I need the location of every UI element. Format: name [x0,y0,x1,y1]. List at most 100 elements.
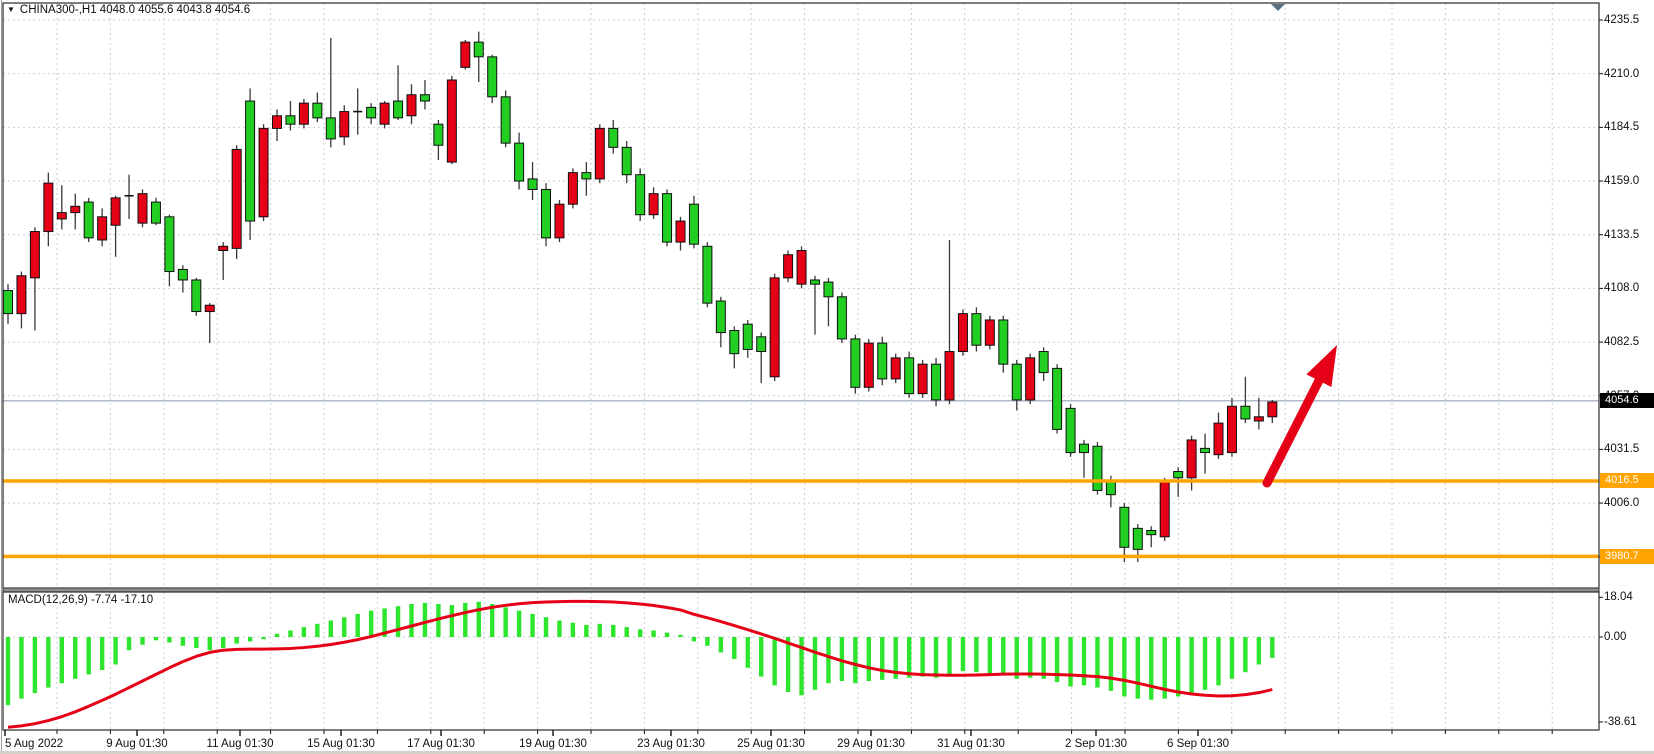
macd-bar [5,637,11,706]
bull-candle [218,245,229,251]
bull-candle [1267,401,1278,418]
macd-bar [826,637,831,684]
symbol-marker-icon: ▼ [7,5,15,14]
support-level-badge-1: 4016.5 [1600,473,1654,489]
bull-candle [446,79,457,163]
macd-bar [1202,637,1208,690]
trend-arrow-head[interactable] [1306,345,1337,388]
bull-candle [16,275,27,315]
time-axis-label: 15 Aug 01:30 [307,738,375,750]
bull-candle [1159,481,1170,538]
bull-candle [1213,422,1224,456]
bull-candle [43,182,54,233]
chart-shift-marker-icon[interactable] [1271,4,1285,11]
macd-bar [718,637,724,653]
macd-bar [866,637,871,681]
bull-candle [554,203,565,239]
bull-candle [70,205,81,214]
bear-candle [514,142,525,182]
price-axis-label: 4210.0 [1604,67,1640,80]
bear-candle [419,94,430,102]
price-axis-label: 4031.5 [1604,443,1640,456]
macd-bar [1122,637,1127,697]
macd-bar [960,637,966,672]
bear-candle [312,102,323,119]
bull-candle [29,231,40,279]
macd-signal-line [7,599,1273,729]
macd-bar [382,608,387,637]
macd-bar [839,637,845,681]
macd-bar [476,601,481,637]
macd-bar [1135,637,1140,699]
bull-candle [1226,405,1237,454]
macd-bar [597,623,602,637]
bear-candle [810,279,820,285]
bear-candle [3,289,13,315]
macd-bar [1041,637,1046,679]
macd-axis-label: -38.61 [1604,715,1637,728]
bear-candle [702,245,713,304]
bear-candle [823,281,834,298]
bear-candle [931,363,942,401]
price-axis-label: 4133.5 [1604,228,1640,241]
bear-candle [325,117,336,140]
macd-bar [1189,637,1194,694]
bull-candle [298,102,309,125]
macd-histogram [5,601,1275,706]
bull-candle [339,111,350,138]
bear-candle [1119,506,1130,548]
time-axis-label: 11 Aug 01:30 [206,738,274,750]
macd-bar [1270,637,1275,658]
macd-bar [1081,637,1087,686]
price-axis-label: 4108.0 [1604,282,1640,295]
macd-bar [1054,637,1060,683]
macd-bar [557,620,562,637]
macd-bar [759,637,764,677]
bear-candle [729,329,740,355]
bear-candle [527,178,538,190]
macd-bar [1216,637,1221,686]
time-axis-label: 5 Aug 2022 [5,738,64,750]
macd-bar [987,637,993,674]
bear-candle [366,106,377,119]
bull-candle [783,254,794,279]
chart-title: ▼ CHINA300-,H1 4048.0 4055.6 4043.8 4054… [7,4,250,16]
macd-bar [516,610,522,637]
bear-candle [150,201,161,224]
macd-bar [234,637,239,644]
bear-candle [473,41,484,58]
macd-bar [180,637,186,646]
window-bottom-edge [0,751,1654,754]
macd-bar [880,637,885,680]
macd-bar [611,624,616,637]
bear-candle [191,279,202,313]
bear-candle [83,201,94,239]
macd-bar [920,637,925,677]
time-axis-label: 23 Aug 01:30 [637,738,705,750]
bull-candle [917,363,928,395]
bull-candle [944,351,955,401]
bear-candle [1011,363,1022,401]
bull-candle [406,94,417,117]
bear-candle [164,216,175,273]
bull-candle [56,212,67,220]
macd-bar [732,637,737,659]
macd-bar [745,637,750,668]
macd-bar [153,637,159,641]
bear-candle [836,296,847,340]
bear-candle [433,123,444,146]
macd-bar [274,633,280,637]
trend-arrow-shaft[interactable] [1262,370,1327,488]
bear-candle [285,115,296,125]
bull-candle [863,342,874,388]
macd-bar [355,613,360,637]
macd-bar [409,604,414,637]
macd-bar [705,637,710,646]
macd-bar [530,613,535,637]
macd-bar [261,637,266,640]
main-panel-border [2,2,1600,589]
macd-bar [503,607,508,637]
macd-bar [1108,637,1114,691]
macd-bar [772,637,777,686]
